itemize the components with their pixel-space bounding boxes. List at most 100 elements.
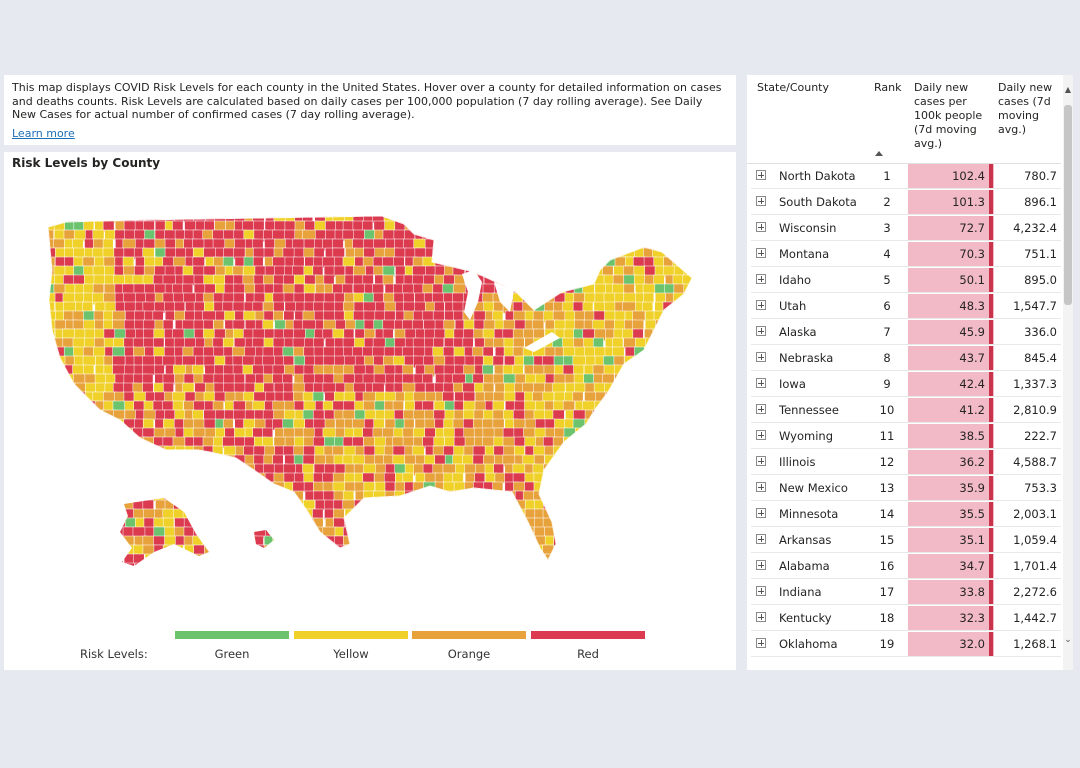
county-shape[interactable] <box>613 544 624 557</box>
county-shape[interactable] <box>644 463 659 474</box>
county-shape[interactable] <box>613 508 627 521</box>
county-shape[interactable] <box>562 220 574 231</box>
county-shape[interactable] <box>242 481 257 493</box>
county-shape[interactable] <box>615 436 630 447</box>
county-shape[interactable] <box>654 481 667 492</box>
county-shape[interactable] <box>643 229 656 241</box>
county-shape[interactable] <box>64 391 77 402</box>
county-shape[interactable] <box>314 535 327 547</box>
county-shape[interactable] <box>233 283 247 294</box>
county-shape[interactable] <box>182 508 196 520</box>
county-shape[interactable] <box>263 310 275 322</box>
county-shape[interactable] <box>622 445 635 457</box>
county-shape[interactable] <box>544 562 556 573</box>
county-shape[interactable] <box>584 472 598 483</box>
county-shape[interactable] <box>73 472 86 485</box>
county-shape[interactable] <box>433 526 446 538</box>
county-shape[interactable] <box>473 481 485 492</box>
county-shape[interactable] <box>633 220 647 232</box>
county-shape[interactable] <box>474 256 486 268</box>
county-shape[interactable] <box>522 274 535 286</box>
county-shape[interactable] <box>114 427 129 439</box>
county-shape[interactable] <box>544 418 556 429</box>
county-shape[interactable] <box>213 499 229 512</box>
county-shape[interactable] <box>292 499 304 512</box>
county-shape[interactable] <box>673 212 685 222</box>
county-shape[interactable] <box>584 418 599 430</box>
county-shape[interactable] <box>442 220 454 231</box>
county-shape[interactable] <box>143 409 158 421</box>
county-shape[interactable] <box>683 364 696 376</box>
county-shape[interactable] <box>533 274 548 285</box>
county-shape[interactable] <box>552 490 567 501</box>
county-shape[interactable] <box>394 499 407 511</box>
county-shape[interactable] <box>624 238 638 249</box>
county-shape[interactable] <box>94 553 106 566</box>
county-shape[interactable] <box>44 544 56 556</box>
county-shape[interactable] <box>512 247 528 258</box>
county-shape[interactable] <box>504 499 516 512</box>
county-shape[interactable] <box>483 499 494 511</box>
county-shape[interactable] <box>552 229 568 243</box>
county-shape[interactable] <box>202 472 215 483</box>
county-shape[interactable] <box>502 436 515 447</box>
county-shape[interactable] <box>673 238 688 251</box>
county-shape[interactable] <box>212 490 224 503</box>
county-shape[interactable] <box>683 382 696 393</box>
county-shape[interactable] <box>202 526 216 538</box>
county-shape[interactable] <box>475 220 487 233</box>
county-shape[interactable] <box>653 418 666 431</box>
county-shape[interactable] <box>214 220 226 232</box>
county-shape[interactable] <box>135 445 148 456</box>
county-shape[interactable] <box>493 544 508 556</box>
county-shape[interactable] <box>105 373 116 384</box>
county-shape[interactable] <box>213 481 228 493</box>
county-shape[interactable] <box>274 508 287 521</box>
county-shape[interactable] <box>454 490 468 503</box>
county-shape[interactable] <box>193 526 205 538</box>
expand-icon[interactable] <box>756 430 766 440</box>
county-shape[interactable] <box>684 212 698 223</box>
expand-icon[interactable] <box>756 248 766 258</box>
county-shape[interactable] <box>592 364 606 375</box>
table-row[interactable]: Alaska 7 45.9 336.0 <box>751 319 1061 345</box>
county-shape[interactable] <box>633 553 645 564</box>
county-shape[interactable] <box>482 355 494 366</box>
county-shape[interactable] <box>634 544 648 556</box>
county-shape[interactable] <box>74 212 87 223</box>
county-shape[interactable] <box>183 328 195 340</box>
county-shape[interactable] <box>693 518 705 527</box>
county-shape[interactable] <box>375 508 390 520</box>
county-shape[interactable] <box>303 544 317 556</box>
county-shape[interactable] <box>62 508 75 519</box>
county-shape[interactable] <box>192 463 205 475</box>
county-shape[interactable] <box>363 508 375 520</box>
county-shape[interactable] <box>372 553 387 565</box>
county-shape[interactable] <box>393 553 408 565</box>
county-shape[interactable] <box>644 427 659 438</box>
county-shape[interactable] <box>53 508 67 521</box>
county-shape[interactable] <box>592 409 606 421</box>
county-shape[interactable] <box>684 553 698 565</box>
county-shape[interactable] <box>133 490 148 501</box>
county-shape[interactable] <box>103 490 117 502</box>
county-shape[interactable] <box>154 364 165 375</box>
county-shape[interactable] <box>362 274 374 285</box>
county-shape[interactable] <box>273 436 287 448</box>
county-shape[interactable] <box>52 463 66 476</box>
county-shape[interactable] <box>464 544 478 558</box>
county-shape[interactable] <box>673 508 689 522</box>
county-shape[interactable] <box>664 535 678 547</box>
county-shape[interactable] <box>695 455 707 467</box>
county-shape[interactable] <box>674 400 689 412</box>
county-shape[interactable] <box>72 409 86 420</box>
expand-icon[interactable] <box>756 534 766 544</box>
county-shape[interactable] <box>274 544 287 556</box>
county-shape[interactable] <box>253 445 266 457</box>
county-shape[interactable] <box>664 319 678 330</box>
county-shape[interactable] <box>403 499 417 510</box>
county-shape[interactable] <box>622 526 635 540</box>
county-shape[interactable] <box>233 544 247 555</box>
county-shape[interactable] <box>254 481 266 492</box>
county-shape[interactable] <box>354 508 369 519</box>
